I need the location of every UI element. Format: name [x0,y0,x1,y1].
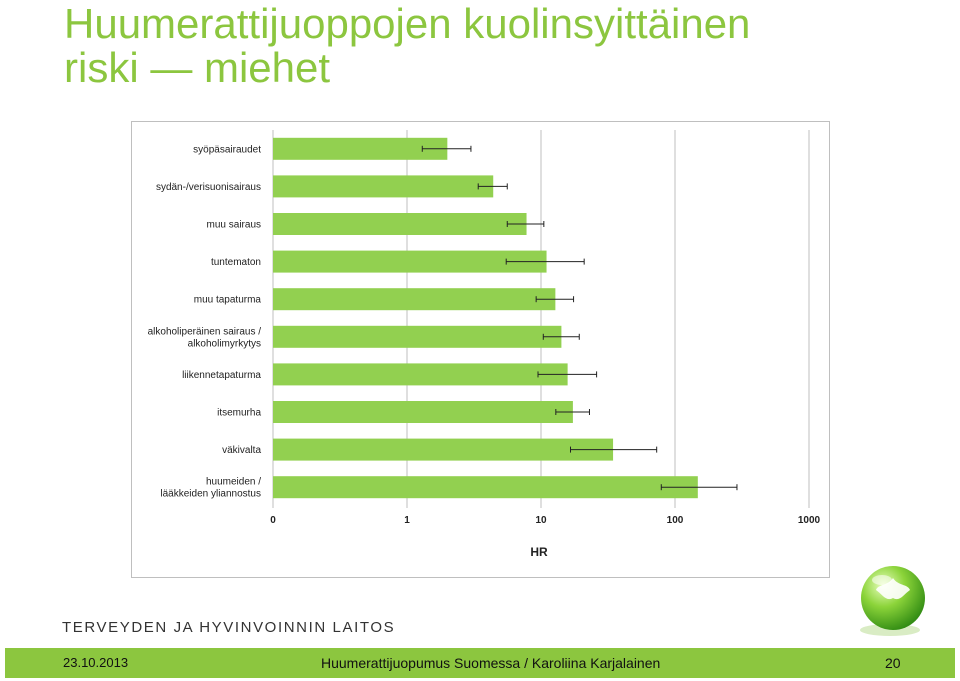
bar-0 [273,137,448,160]
category-label-8: väkivalta [222,445,261,456]
x-tick-label: 100 [667,515,684,526]
bar-7 [273,401,573,423]
category-label-3: tuntematon [211,257,261,268]
slide-title-line1: Huumerattijuoppojen kuolinsyittäinen [64,0,751,47]
x-axis-title: HR [530,545,548,559]
label-layer: syöpäsairaudet sydän-/verisuonisairaus muu… [148,144,262,499]
tick-layer: 0 1 10 100 1000 [270,515,820,526]
category-label-9: huumeiden / lääkkeiden yliannostus [160,477,261,500]
bar-layer [273,137,698,499]
page-number: 20 [885,655,901,671]
x-tick-label: 1 [404,515,410,526]
bar-5 [273,325,562,348]
category-label-4: muu tapaturma [194,295,262,306]
organization-name: TERVEYDEN JA HYVINVOINNIN LAITOS [62,619,396,636]
category-label-1: sydän-/verisuonisairaus [156,182,261,193]
bar-9 [273,476,698,499]
bar-8 [273,438,614,461]
category-label-2: muu sairaus [207,220,261,231]
slide-title-line2: riski — miehet [64,44,331,91]
x-tick-label: 0 [270,515,276,526]
category-label-5: alkoholiperäinen sairaus / alkoholimyrkyt… [148,326,262,349]
bar-3 [273,250,547,273]
bar-2 [273,213,527,235]
hazard-ratio-chart: syöpäsairaudet sydän-/verisuonisairaus muu… [148,130,821,559]
footer-date: 23.10.2013 [63,655,129,670]
error-layer [421,145,738,491]
bar-4 [273,288,556,311]
x-tick-label: 10 [535,515,547,526]
bar-6 [273,363,568,386]
category-label-6: liikennetapaturma [182,370,261,381]
chart-frame: syöpäsairaudet sydän-/verisuonisairaus muu… [131,121,830,578]
thl-logo-icon [860,566,925,636]
footer-presentation-info: Huumerattijuopumus Suomessa / Karoliina … [321,655,661,671]
slide-title: Huumerattijuoppojen kuolinsyittäinen ris… [64,2,944,90]
bar-1 [273,175,494,198]
category-label-7: itsemurha [217,408,261,419]
footer-bar: 23.10.2013 Huumerattijuopumus Suomessa /… [5,648,955,678]
category-label-0: syöpäsairaudet [193,144,261,155]
x-tick-label: 1000 [798,515,821,526]
